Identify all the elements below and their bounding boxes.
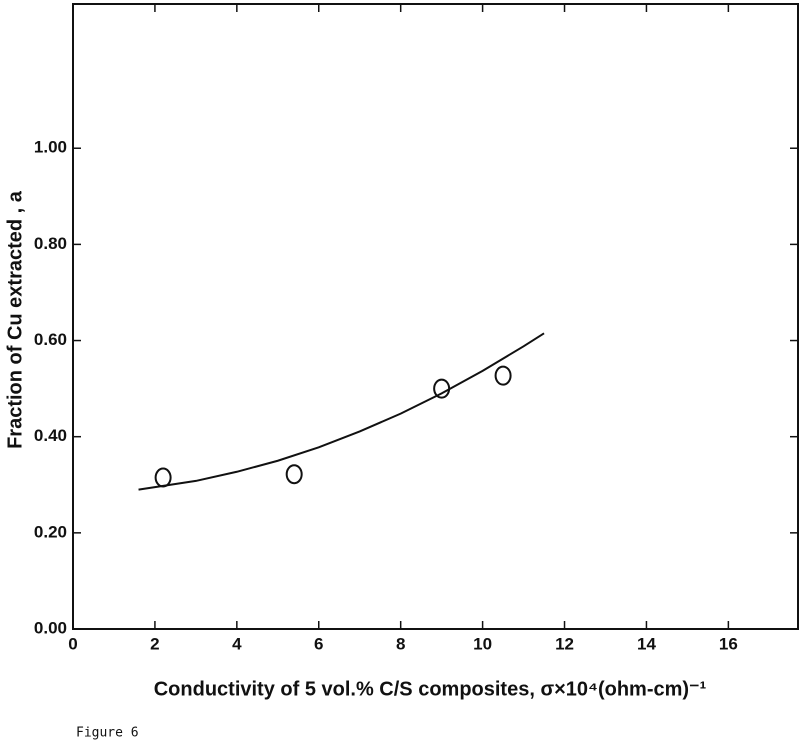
x-tick-label: 6 bbox=[314, 634, 323, 653]
y-tick-label: 0.00 bbox=[34, 618, 67, 637]
x-tick-label: 16 bbox=[719, 634, 738, 653]
x-tick-label: 10 bbox=[473, 634, 492, 653]
x-tick-label: 12 bbox=[555, 634, 574, 653]
y-tick-label: 0.40 bbox=[34, 426, 67, 445]
x-tick-label: 0 bbox=[68, 634, 77, 653]
y-tick-label: 0.80 bbox=[34, 234, 67, 253]
y-tick-label: 0.20 bbox=[34, 522, 67, 541]
y-tick-label: 1.00 bbox=[34, 138, 67, 157]
x-tick-label: 14 bbox=[637, 634, 656, 653]
x-axis-label: Conductivity of 5 vol.% C/S composites, … bbox=[154, 678, 707, 700]
x-tick-label: 2 bbox=[150, 634, 159, 653]
fit-curve bbox=[138, 332, 545, 491]
x-tick-label: 8 bbox=[396, 634, 405, 653]
x-tick-label: 4 bbox=[232, 634, 242, 653]
y-axis-label: Fraction of Cu extracted , a bbox=[4, 190, 26, 449]
plot-frame bbox=[72, 3, 799, 630]
y-tick-label: 0.60 bbox=[34, 330, 67, 349]
data-point bbox=[494, 365, 512, 386]
data-point bbox=[285, 464, 303, 485]
data-point bbox=[154, 467, 172, 488]
figure-caption: Figure 6 bbox=[76, 726, 139, 741]
